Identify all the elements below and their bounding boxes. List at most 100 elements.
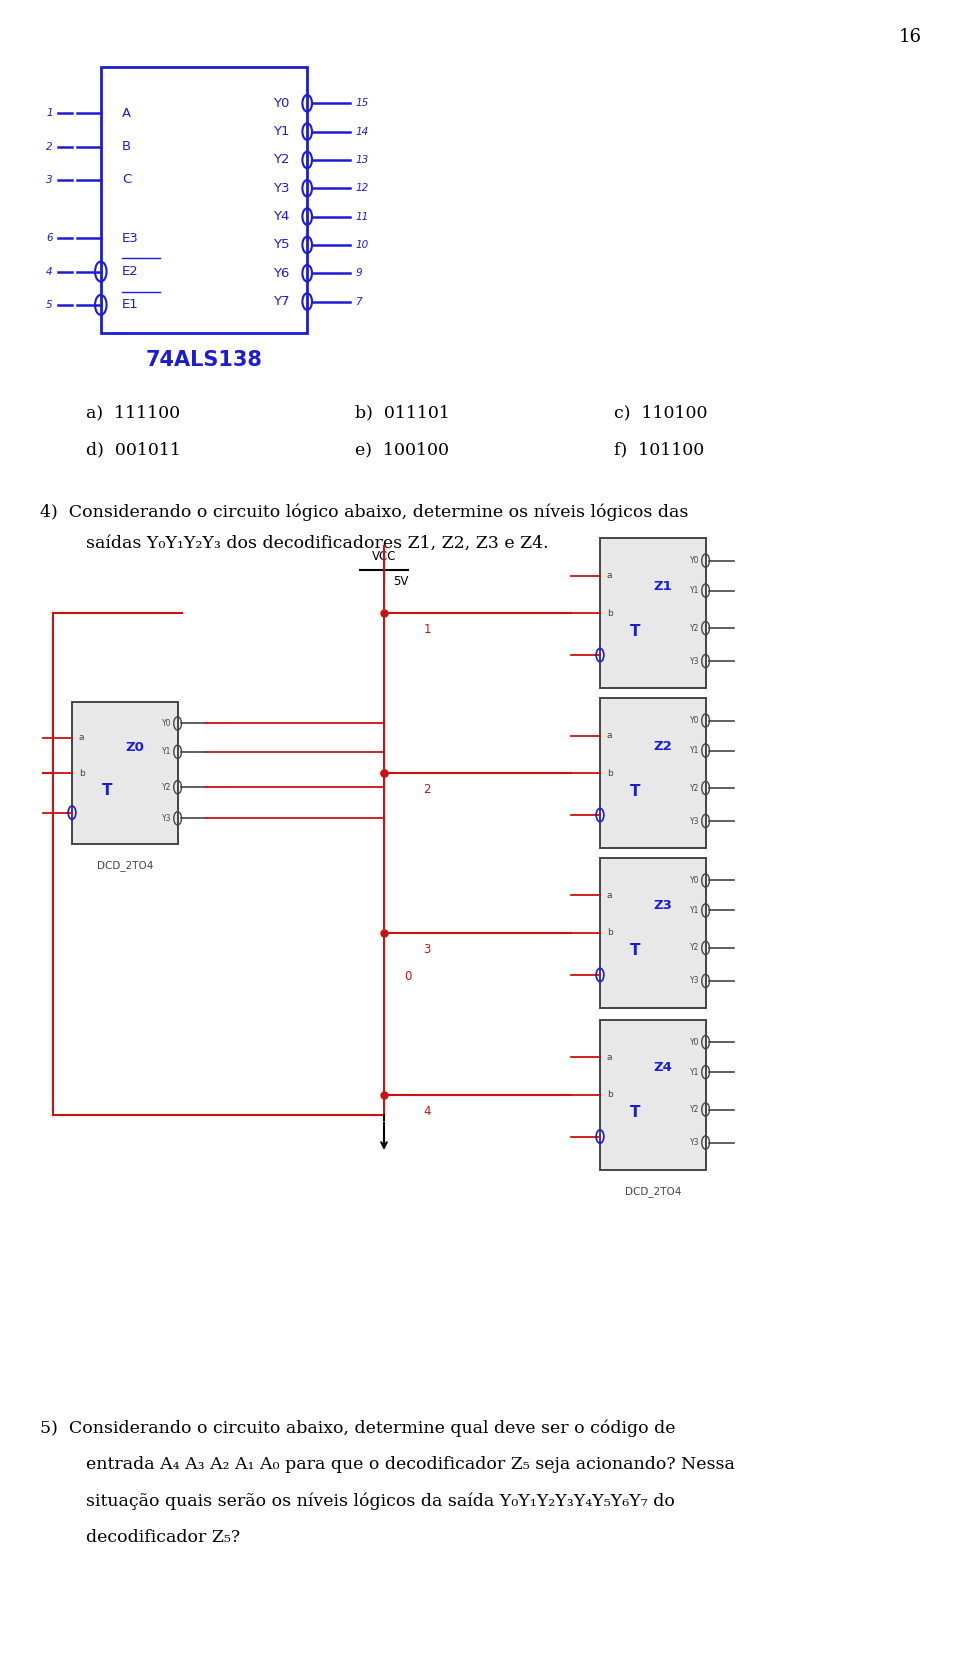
Text: DCD_2TO4: DCD_2TO4 [97, 860, 153, 871]
Text: Y3: Y3 [274, 182, 290, 195]
Text: 0: 0 [404, 970, 412, 983]
Text: Y0: Y0 [690, 876, 700, 885]
Text: Y3: Y3 [690, 816, 700, 826]
Text: Y1: Y1 [690, 746, 700, 755]
Text: DCD_2TO4: DCD_2TO4 [625, 1186, 681, 1198]
Bar [600, 698, 706, 848]
Text: 4: 4 [423, 1105, 431, 1118]
Text: 5)  Considerando o circuito abaixo, determine qual deve ser o código de: 5) Considerando o circuito abaixo, deter… [40, 1419, 676, 1438]
Text: Y3: Y3 [162, 813, 172, 823]
Bar [600, 858, 706, 1008]
Text: 5V: 5V [394, 575, 409, 588]
Text: 1: 1 [46, 108, 53, 118]
Text: 4: 4 [46, 267, 53, 277]
Text: Y0: Y0 [690, 716, 700, 725]
Text: 6: 6 [46, 233, 53, 243]
Text: T: T [631, 943, 640, 958]
Text: 2: 2 [46, 142, 53, 152]
Text: Y5: Y5 [274, 238, 290, 252]
Text: Y1: Y1 [690, 906, 700, 915]
Text: E1: E1 [122, 298, 138, 312]
Text: 7: 7 [355, 297, 362, 307]
Text: d)  001011: d) 001011 [86, 441, 181, 458]
Text: 11: 11 [355, 212, 369, 222]
Text: Z2: Z2 [653, 740, 672, 753]
Text: b)  011101: b) 011101 [355, 405, 450, 421]
Text: 13: 13 [355, 155, 369, 165]
Text: DCD_2TO4: DCD_2TO4 [625, 1025, 681, 1036]
Bar [72, 703, 178, 843]
Text: decodificador Z₅?: decodificador Z₅? [86, 1529, 241, 1546]
Text: Y0: Y0 [162, 720, 172, 728]
Text: DCD_2TO4: DCD_2TO4 [625, 865, 681, 876]
Text: 3: 3 [423, 943, 431, 956]
Text: E2: E2 [122, 265, 138, 278]
Text: T: T [631, 1105, 640, 1120]
Text: c)  110100: c) 110100 [614, 405, 708, 421]
Text: Z4: Z4 [653, 1061, 672, 1075]
Text: situação quais serão os níveis lógicos da saída Y₀Y₁Y₂Y₃Y₄Y₅Y₆Y₇ do: situação quais serão os níveis lógicos d… [86, 1493, 675, 1511]
Text: a: a [607, 571, 612, 580]
Text: Y1: Y1 [274, 125, 290, 138]
Text: Y4: Y4 [274, 210, 290, 223]
Text: Y2: Y2 [274, 153, 290, 167]
Text: b: b [607, 608, 612, 618]
Text: Y1: Y1 [690, 1068, 700, 1076]
Bar [600, 538, 706, 688]
Text: Z0: Z0 [125, 741, 144, 755]
Text: Y2: Y2 [690, 783, 700, 793]
Text: 74ALS138: 74ALS138 [146, 350, 262, 370]
Text: Y1: Y1 [162, 748, 172, 756]
Bar [600, 1020, 706, 1170]
Text: Y2: Y2 [690, 1105, 700, 1115]
Text: a)  111100: a) 111100 [86, 405, 180, 421]
Text: DCD_2TO4: DCD_2TO4 [625, 705, 681, 716]
Text: Y2: Y2 [690, 623, 700, 633]
Text: b: b [607, 768, 612, 778]
Text: Y3: Y3 [690, 976, 700, 986]
Text: 3: 3 [46, 175, 53, 185]
Text: A: A [122, 107, 132, 120]
Text: T: T [631, 783, 640, 798]
Text: 1: 1 [423, 623, 431, 636]
Text: b: b [607, 1090, 612, 1100]
Text: E3: E3 [122, 232, 138, 245]
Text: 16: 16 [899, 28, 922, 47]
Text: 14: 14 [355, 127, 369, 137]
Text: Z1: Z1 [653, 580, 672, 593]
Text: b: b [79, 768, 84, 778]
Text: Y3: Y3 [690, 1138, 700, 1148]
Text: T: T [103, 783, 112, 798]
Text: Y1: Y1 [690, 586, 700, 595]
Text: entrada A₄ A₃ A₂ A₁ A₀ para que o decodificador Z₅ seja acionando? Nessa: entrada A₄ A₃ A₂ A₁ A₀ para que o decodi… [86, 1456, 735, 1473]
Text: Y0: Y0 [690, 1038, 700, 1046]
Text: 15: 15 [355, 98, 369, 108]
Text: 9: 9 [355, 268, 362, 278]
Text: Y0: Y0 [690, 556, 700, 565]
Text: saídas Y₀Y₁Y₂Y₃ dos decodificadores Z1, Z2, Z3 e Z4.: saídas Y₀Y₁Y₂Y₃ dos decodificadores Z1, … [86, 535, 549, 551]
Text: 5: 5 [46, 300, 53, 310]
Text: 10: 10 [355, 240, 369, 250]
Bar [101, 67, 307, 333]
Text: 4)  Considerando o circuito lógico abaixo, determine os níveis lógicos das: 4) Considerando o circuito lógico abaixo… [40, 503, 688, 521]
Text: B: B [122, 140, 132, 153]
Text: Y2: Y2 [690, 943, 700, 953]
Text: Y0: Y0 [274, 97, 290, 110]
Text: a: a [607, 731, 612, 740]
Text: e)  100100: e) 100100 [355, 441, 449, 458]
Text: 2: 2 [423, 783, 431, 796]
Text: Y3: Y3 [690, 656, 700, 666]
Text: a: a [607, 1053, 612, 1061]
Text: b: b [607, 928, 612, 938]
Text: Y7: Y7 [274, 295, 290, 308]
Text: a: a [607, 891, 612, 900]
Text: T: T [631, 623, 640, 638]
Text: C: C [122, 173, 132, 187]
Text: Z3: Z3 [653, 900, 672, 913]
Text: Y2: Y2 [162, 783, 172, 791]
Text: 12: 12 [355, 183, 369, 193]
Text: a: a [79, 733, 84, 741]
Text: VCC: VCC [372, 550, 396, 563]
Text: Y6: Y6 [274, 267, 290, 280]
Text: f)  101100: f) 101100 [614, 441, 705, 458]
